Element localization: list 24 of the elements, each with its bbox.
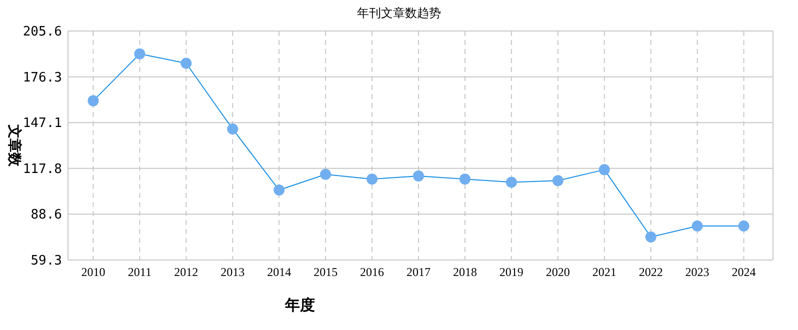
x-tick-label: 2015 <box>314 265 338 279</box>
x-tick-label: 2010 <box>81 265 106 279</box>
x-tick-label: 2023 <box>685 265 710 279</box>
x-axis-title: 年度 <box>284 296 315 314</box>
y-tick-label: 176.3 <box>22 70 62 86</box>
x-tick-label: 2012 <box>174 265 198 279</box>
x-tick-label: 2011 <box>128 265 152 279</box>
x-tick-label: 2022 <box>638 265 663 279</box>
x-tick-label: 2024 <box>732 265 756 279</box>
chart-title: 年刊文章数趋势 <box>357 6 441 20</box>
y-tick-label: 88.6 <box>30 208 62 223</box>
x-tick-label: 2019 <box>499 265 524 279</box>
y-tick-label: 117.8 <box>22 162 62 177</box>
x-tick-label: 2017 <box>406 265 430 279</box>
x-tick-label: 2021 <box>592 265 616 279</box>
y-tick-label: 59.3 <box>30 254 62 269</box>
x-tick-label: 2013 <box>220 265 245 279</box>
y-tick-label: 205.6 <box>22 24 62 40</box>
x-tick-label: 2016 <box>360 265 384 279</box>
y-tick-label: 147.1 <box>22 116 62 132</box>
x-tick-label: 2014 <box>267 265 292 279</box>
x-tick-label: 2020 <box>546 265 570 279</box>
x-tick-label: 2018 <box>452 265 477 279</box>
y-axis-title: 文章数 <box>6 124 23 168</box>
